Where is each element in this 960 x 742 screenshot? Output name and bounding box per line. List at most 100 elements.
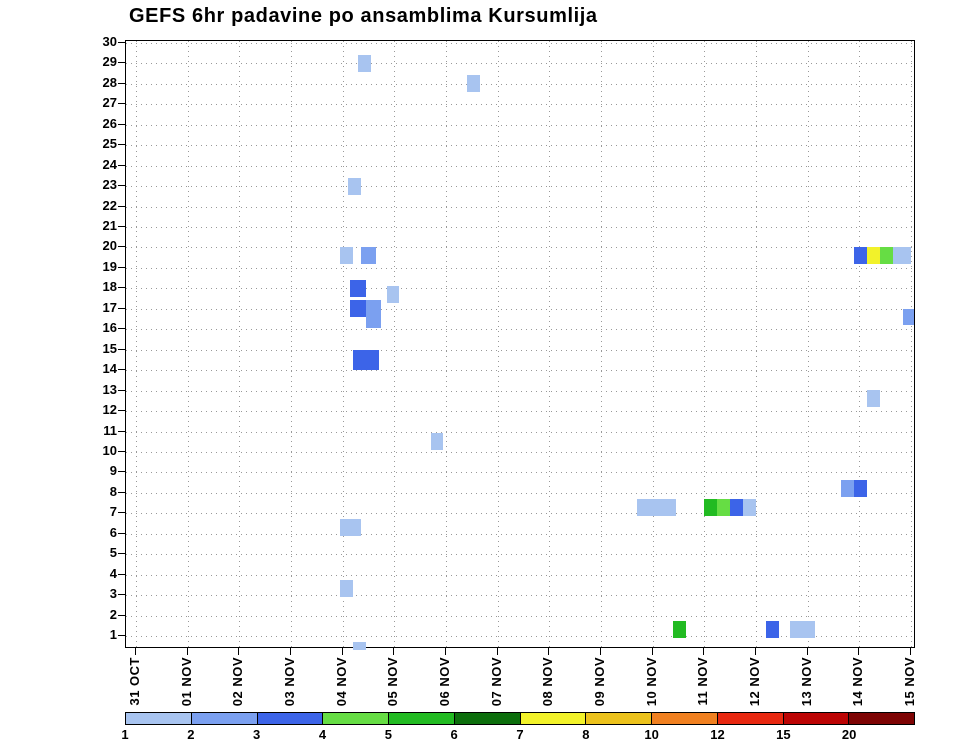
x-tick-label: 04 NOV (333, 657, 349, 707)
y-tick-label: 11 (103, 422, 117, 438)
colorbar-label: 2 (187, 727, 195, 742)
y-tick-label: 6 (109, 524, 117, 540)
heatmap-cell (350, 300, 366, 318)
colorbar-label: 1 (121, 727, 129, 742)
gridline-v (394, 41, 396, 647)
x-tick-label: 08 NOV (540, 657, 556, 707)
y-tick (118, 512, 125, 514)
colorbar (125, 712, 915, 725)
x-tick (600, 648, 601, 655)
heatmap-cell (353, 350, 379, 370)
gridline-v (704, 41, 706, 647)
x-tick-label: 14 NOV (850, 657, 866, 707)
y-tick (118, 328, 125, 330)
x-tick (393, 648, 395, 655)
heatmap-cell (358, 54, 372, 72)
gridline-v (291, 41, 292, 647)
heatmap-cell (350, 279, 366, 297)
heatmap-cell (365, 310, 382, 328)
gridline-h (126, 288, 914, 290)
heatmap-cell (789, 621, 816, 639)
heatmap-cell (854, 480, 868, 498)
y-tick (118, 348, 125, 350)
heatmap-cell (717, 498, 731, 516)
y-tick-label: 3 (109, 586, 117, 602)
y-tick (118, 266, 125, 268)
colorbar-segment (125, 712, 192, 725)
y-tick-label: 2 (109, 606, 117, 622)
heatmap-cell (841, 480, 855, 498)
x-tick-label: 07 NOV (488, 657, 504, 707)
heatmap-cell (360, 247, 377, 265)
heatmap-cell (466, 75, 480, 93)
plot-area (125, 40, 915, 651)
colorbar-label: 10 (644, 727, 659, 742)
heatmap-cell (880, 247, 893, 265)
x-tick-label: 05 NOV (385, 657, 401, 707)
x-tick (910, 648, 911, 655)
y-tick (118, 594, 125, 596)
heatmap-cell (386, 286, 400, 303)
x-tick-label: 15 NOV (902, 657, 917, 707)
x-tick (858, 648, 860, 655)
gridline-v (187, 41, 189, 647)
heatmap-cell (730, 498, 744, 516)
colorbar-segment (453, 712, 521, 725)
x-tick-label: 02 NOV (230, 657, 246, 707)
x-tick (135, 648, 136, 655)
heatmap-cell (637, 498, 676, 516)
x-tick (290, 648, 291, 655)
y-tick (118, 389, 125, 391)
y-tick-label: 9 (109, 463, 117, 479)
heatmap-cell (903, 308, 914, 326)
y-tick (118, 164, 125, 166)
x-tick (496, 648, 498, 655)
x-tick-label: 13 NOV (798, 657, 814, 707)
gridline-h (126, 390, 914, 392)
heatmap-cell (867, 247, 880, 265)
y-tick (118, 491, 125, 493)
gridline-h (126, 227, 914, 229)
colorbar-segment (716, 712, 784, 725)
gridline-h (126, 247, 914, 249)
heatmap-cell (347, 177, 361, 195)
y-tick (118, 430, 125, 432)
gridline-h (126, 104, 914, 106)
x-tick (703, 648, 705, 655)
gridline-h (126, 411, 914, 413)
gridline-h (126, 574, 914, 576)
colorbar-segment (190, 712, 258, 725)
gridline-h (126, 206, 914, 208)
gridline-v (342, 41, 344, 647)
gridline-h (126, 492, 914, 494)
heatmap-cell (430, 433, 444, 451)
y-tick-label: 23 (102, 177, 117, 193)
y-tick (118, 573, 125, 575)
heatmap-cell (867, 390, 880, 408)
gridline-h (126, 472, 914, 474)
y-tick-label: 15 (102, 340, 117, 356)
gridline-h (126, 43, 914, 44)
gridline-v (239, 41, 241, 647)
gridline-h (126, 329, 914, 331)
x-tick (548, 648, 550, 655)
y-tick (118, 185, 125, 187)
x-tick (806, 648, 808, 655)
y-tick (118, 82, 125, 84)
y-tick-label: 14 (102, 361, 117, 377)
heatmap-cell (743, 498, 756, 516)
heatmap-cell (673, 621, 687, 639)
y-tick (118, 553, 125, 555)
x-tick-label: 03 NOV (282, 657, 297, 707)
x-tick-label: 01 NOV (178, 657, 194, 707)
y-tick-label: 16 (102, 320, 117, 336)
colorbar-label: 6 (450, 727, 458, 742)
heatmap-cell (340, 580, 353, 598)
gridline-h (126, 533, 914, 535)
colorbar-segment (782, 712, 850, 725)
colorbar-label: 7 (516, 727, 524, 742)
gridline-h (126, 186, 914, 188)
y-tick-label: 29 (102, 54, 117, 70)
gridline-h (126, 431, 914, 433)
y-tick-label: 26 (102, 115, 117, 131)
